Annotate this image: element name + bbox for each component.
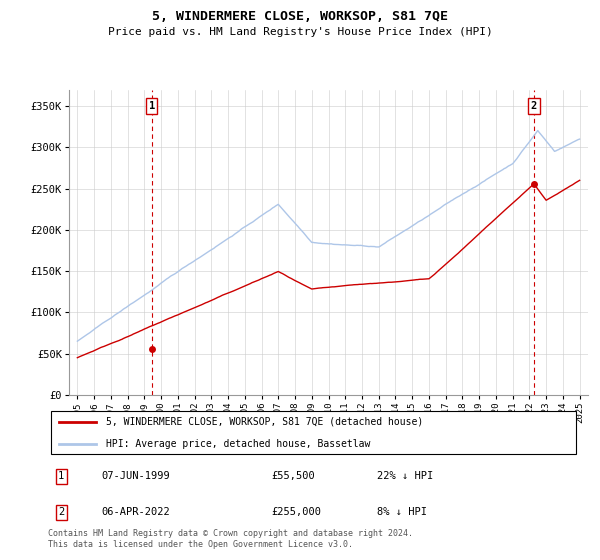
Text: £255,000: £255,000 — [271, 507, 321, 517]
Text: £55,500: £55,500 — [271, 471, 315, 481]
Text: Price paid vs. HM Land Registry's House Price Index (HPI): Price paid vs. HM Land Registry's House … — [107, 27, 493, 37]
Text: 2: 2 — [58, 507, 64, 517]
Text: 22% ↓ HPI: 22% ↓ HPI — [377, 471, 433, 481]
Text: 5, WINDERMERE CLOSE, WORKSOP, S81 7QE: 5, WINDERMERE CLOSE, WORKSOP, S81 7QE — [152, 10, 448, 23]
Text: 1: 1 — [58, 471, 64, 481]
Text: 06-APR-2022: 06-APR-2022 — [101, 507, 170, 517]
Text: HPI: Average price, detached house, Bassetlaw: HPI: Average price, detached house, Bass… — [106, 438, 371, 449]
Text: Contains HM Land Registry data © Crown copyright and database right 2024.
This d: Contains HM Land Registry data © Crown c… — [48, 529, 413, 549]
Text: 07-JUN-1999: 07-JUN-1999 — [101, 471, 170, 481]
Text: 2: 2 — [531, 101, 537, 111]
Text: 1: 1 — [149, 101, 155, 111]
FancyBboxPatch shape — [50, 411, 577, 454]
Text: 5, WINDERMERE CLOSE, WORKSOP, S81 7QE (detached house): 5, WINDERMERE CLOSE, WORKSOP, S81 7QE (d… — [106, 417, 424, 427]
Text: 8% ↓ HPI: 8% ↓ HPI — [377, 507, 427, 517]
